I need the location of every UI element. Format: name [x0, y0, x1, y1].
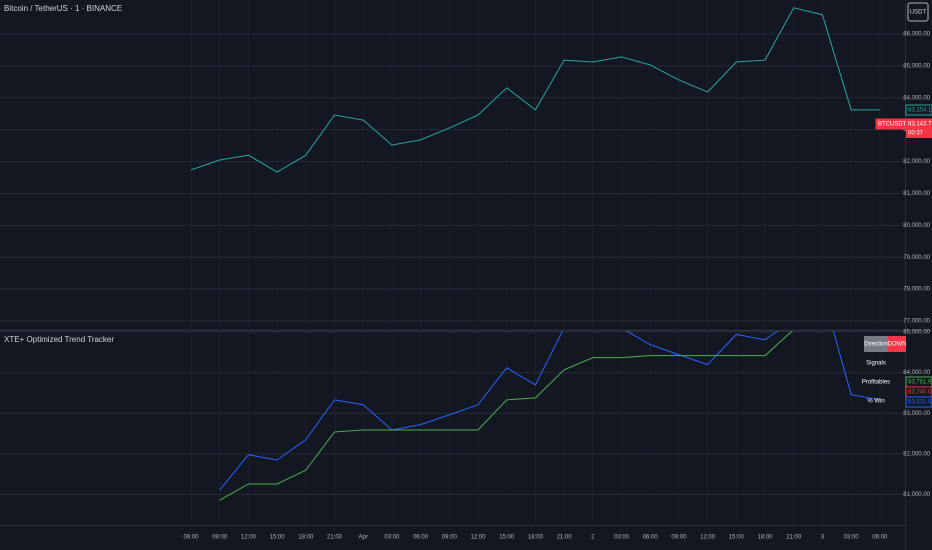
x-tick-label: 3 [821, 535, 825, 541]
table-text: Profitables [862, 380, 890, 386]
y-tick-label: 85,000.00 [903, 63, 930, 69]
symbol-title: Bitcoin / TetherUS · 1 · BINANCE [4, 4, 122, 13]
y-tick-label: 78,000.00 [903, 287, 930, 293]
x-tick-label: 03:00 [384, 535, 400, 541]
price-label-bg [906, 128, 932, 138]
currency-label[interactable]: USDT [910, 10, 927, 16]
y-tick-label: 79,000.00 [903, 255, 930, 261]
line-series [219, 331, 793, 501]
x-tick-label: 2 [591, 535, 595, 541]
x-tick-label: 09:00 [212, 535, 228, 541]
x-tick-label: 06:00 [643, 535, 659, 541]
y-tick-label: 80,000.00 [903, 223, 930, 229]
y-tick-label: 82,000.00 [903, 451, 930, 457]
price-label: 83,154.19 [908, 108, 932, 114]
x-tick-label: 12:00 [470, 535, 486, 541]
y-tick-label: 85,000.00 [903, 330, 930, 336]
x-tick-label: 03:00 [844, 535, 860, 541]
x-tick-label: 12:00 [241, 535, 257, 541]
x-tick-label: 21:00 [786, 535, 802, 541]
x-tick-label: Apr [359, 535, 368, 541]
currency-button[interactable] [907, 2, 929, 22]
y-tick-label: 77,000.00 [903, 319, 930, 325]
table-text: % Win [867, 399, 884, 405]
table-cell [864, 336, 888, 352]
x-tick-label: 15:00 [270, 535, 286, 541]
price-label-bg [905, 104, 932, 116]
table-text: Signals [866, 361, 886, 367]
x-tick-label: 06:00 [872, 535, 888, 541]
x-tick-label: 09:00 [442, 535, 458, 541]
price-label: 83,761.92 [908, 380, 932, 386]
x-tick-label: 03:00 [614, 535, 630, 541]
y-tick-label: 84,000.00 [903, 95, 930, 101]
x-tick-label: 12:00 [700, 535, 716, 541]
y-tick-label: 82,000.00 [903, 159, 930, 165]
table-text: Direction [864, 342, 888, 348]
y-tick-label: 83,000.00 [903, 411, 930, 417]
table-cell [888, 336, 906, 352]
x-tick-label: 06:00 [183, 535, 199, 541]
x-tick-label: 15:00 [729, 535, 745, 541]
price-label: 83,740.00 [908, 390, 932, 396]
price-label: 00:37 [908, 131, 924, 137]
x-tick-label: 18:00 [757, 535, 773, 541]
y-tick-label: 86,000.00 [903, 32, 930, 38]
price-label-bg [875, 118, 906, 130]
price-label: 83,143.77 [908, 122, 932, 128]
price-label: BTCUSDT [878, 122, 907, 128]
price-label: 83,532.93 [908, 400, 932, 406]
x-tick-label: 18:00 [528, 535, 544, 541]
x-tick-label: 09:00 [671, 535, 687, 541]
line-series [219, 331, 880, 491]
x-tick-label: 06:00 [413, 535, 429, 541]
indicator-title: XTE+ Optimized Trend Tracker [4, 335, 114, 344]
price-label-bg [905, 396, 932, 408]
x-tick-label: 21:00 [557, 535, 573, 541]
x-tick-label: 21:00 [327, 535, 343, 541]
y-tick-label: 81,000.00 [903, 191, 930, 197]
line-series [190, 7, 880, 173]
x-tick-label: 15:00 [499, 535, 515, 541]
table-text: DOWN [888, 342, 907, 348]
x-tick-label: 18:00 [298, 535, 314, 541]
y-tick-label: 84,000.00 [903, 370, 930, 376]
y-tick-label: 81,000.00 [903, 492, 930, 498]
